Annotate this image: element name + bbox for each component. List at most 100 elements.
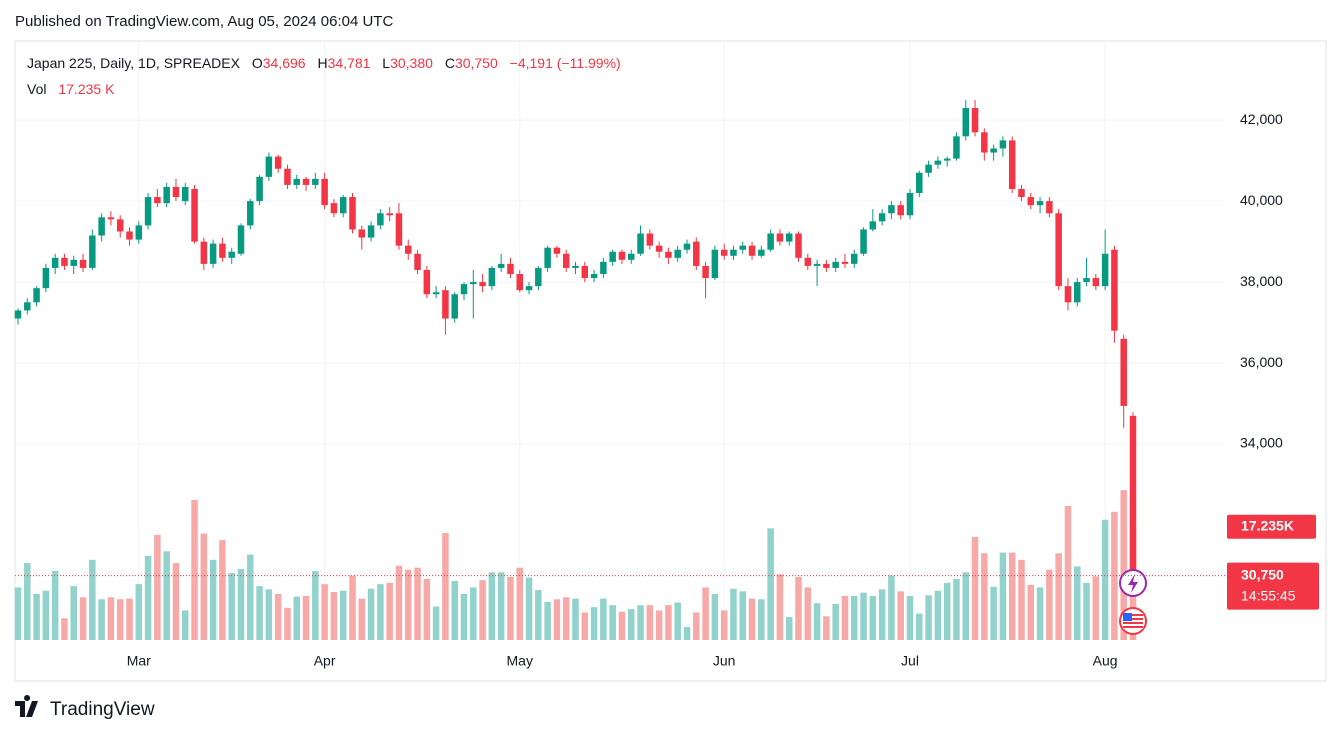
- candle-body: [627, 253, 635, 260]
- volume-bar: [1046, 569, 1053, 640]
- volume-bar: [795, 576, 802, 640]
- candle-body: [339, 197, 347, 214]
- candle-body: [953, 136, 960, 159]
- volume-bar: [451, 580, 458, 640]
- candle-body: [507, 263, 514, 274]
- volume-bar: [525, 577, 533, 640]
- candle-body: [70, 259, 78, 266]
- volume-bar: [154, 534, 161, 640]
- volume-bar: [460, 594, 468, 640]
- volume-bar: [535, 590, 542, 640]
- lightning: [1128, 574, 1138, 593]
- candle-body: [1027, 197, 1035, 206]
- candle-body: [776, 233, 784, 242]
- volume-bar: [953, 578, 960, 640]
- candle-body: [423, 269, 431, 295]
- legend-h: 34,781: [328, 55, 371, 71]
- candle-body: [14, 310, 22, 319]
- volume-bar: [758, 599, 765, 640]
- candle-body: [79, 259, 87, 268]
- volume-bar: [916, 613, 923, 640]
- volume-bar: [181, 610, 189, 640]
- candle-body: [600, 261, 607, 274]
- volume-bar: [386, 582, 393, 640]
- candle-body: [981, 132, 988, 153]
- legend-h-label: H: [317, 55, 327, 71]
- volume-bar: [442, 532, 449, 640]
- volume-bar: [497, 572, 505, 640]
- x-tick-label: Apr: [314, 653, 336, 669]
- volume-bar: [1027, 584, 1035, 640]
- candle-body: [460, 284, 468, 295]
- candle-body: [990, 148, 997, 153]
- candle-body: [42, 267, 50, 289]
- legend-line: Japan 225, Daily, 1D, SPREADEX O34,696 H…: [27, 55, 621, 71]
- candle-body: [265, 156, 273, 177]
- volume-bar: [683, 626, 691, 640]
- x-tick-label: Jul: [901, 653, 919, 669]
- candle-body: [934, 160, 942, 165]
- volume-bar: [971, 536, 979, 640]
- volume-bar: [572, 598, 579, 640]
- flag-canton: [1123, 613, 1132, 621]
- candle-body: [943, 158, 951, 161]
- grid: [15, 42, 1225, 640]
- candle-body: [451, 294, 458, 319]
- candle-body: [535, 267, 542, 287]
- candle-body: [823, 263, 830, 268]
- candle-body: [562, 253, 570, 268]
- legend-vol-label: Vol: [27, 81, 46, 97]
- price-badge-bg: [1227, 562, 1319, 610]
- candle-body: [1055, 213, 1062, 287]
- x-tick-label: May: [507, 653, 533, 669]
- candle-body: [590, 273, 598, 279]
- volume-bar: [284, 607, 291, 640]
- candle-body: [758, 249, 765, 256]
- candle-body: [116, 219, 124, 232]
- volume-bar: [395, 565, 403, 640]
- candle-body: [395, 213, 403, 246]
- candle-body: [748, 245, 756, 256]
- volume-bar: [581, 612, 589, 640]
- candle-body: [665, 251, 672, 258]
- candle-body: [693, 241, 700, 266]
- candle-body: [256, 176, 263, 202]
- volume-bar: [135, 584, 143, 640]
- volume-bar: [1101, 519, 1109, 640]
- legend-change: −4,191 (−11.99%): [510, 55, 621, 71]
- candle-body: [237, 225, 245, 254]
- volume-bar: [1008, 552, 1016, 640]
- volume-bar: [600, 598, 607, 640]
- volume-bar: [990, 586, 997, 640]
- volume-bar: [1120, 490, 1127, 640]
- candle-body: [1092, 278, 1100, 287]
- candle-body: [1018, 188, 1025, 198]
- candle-body: [1036, 201, 1044, 206]
- candle-body: [126, 231, 133, 240]
- volume-bar: [70, 586, 78, 640]
- candle-body: [1008, 140, 1016, 189]
- volume-bar: [618, 611, 626, 640]
- volume-bar: [693, 612, 700, 640]
- volume-bar: [739, 591, 747, 640]
- volume-bar: [897, 591, 904, 640]
- legend-l: 30,380: [390, 55, 433, 71]
- volume-bar: [850, 595, 858, 640]
- candle-body: [33, 288, 40, 303]
- volume-bar: [237, 569, 245, 640]
- candle-body: [646, 233, 654, 246]
- candle-body: [655, 245, 663, 252]
- candle-body: [144, 197, 152, 226]
- candle-body: [916, 172, 923, 194]
- volume-bar: [312, 571, 319, 640]
- candle-body: [1064, 286, 1072, 303]
- candle-body: [488, 267, 496, 287]
- volume-bar: [841, 595, 849, 640]
- volume-bar: [404, 569, 412, 640]
- volume-bar: [999, 552, 1007, 640]
- volume-bar: [89, 559, 96, 640]
- volume-bar: [1018, 559, 1025, 640]
- volume-bar: [627, 609, 635, 640]
- marks: [14, 99, 1137, 640]
